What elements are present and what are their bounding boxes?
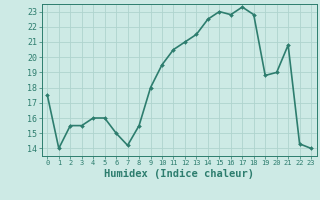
X-axis label: Humidex (Indice chaleur): Humidex (Indice chaleur) [104,169,254,179]
